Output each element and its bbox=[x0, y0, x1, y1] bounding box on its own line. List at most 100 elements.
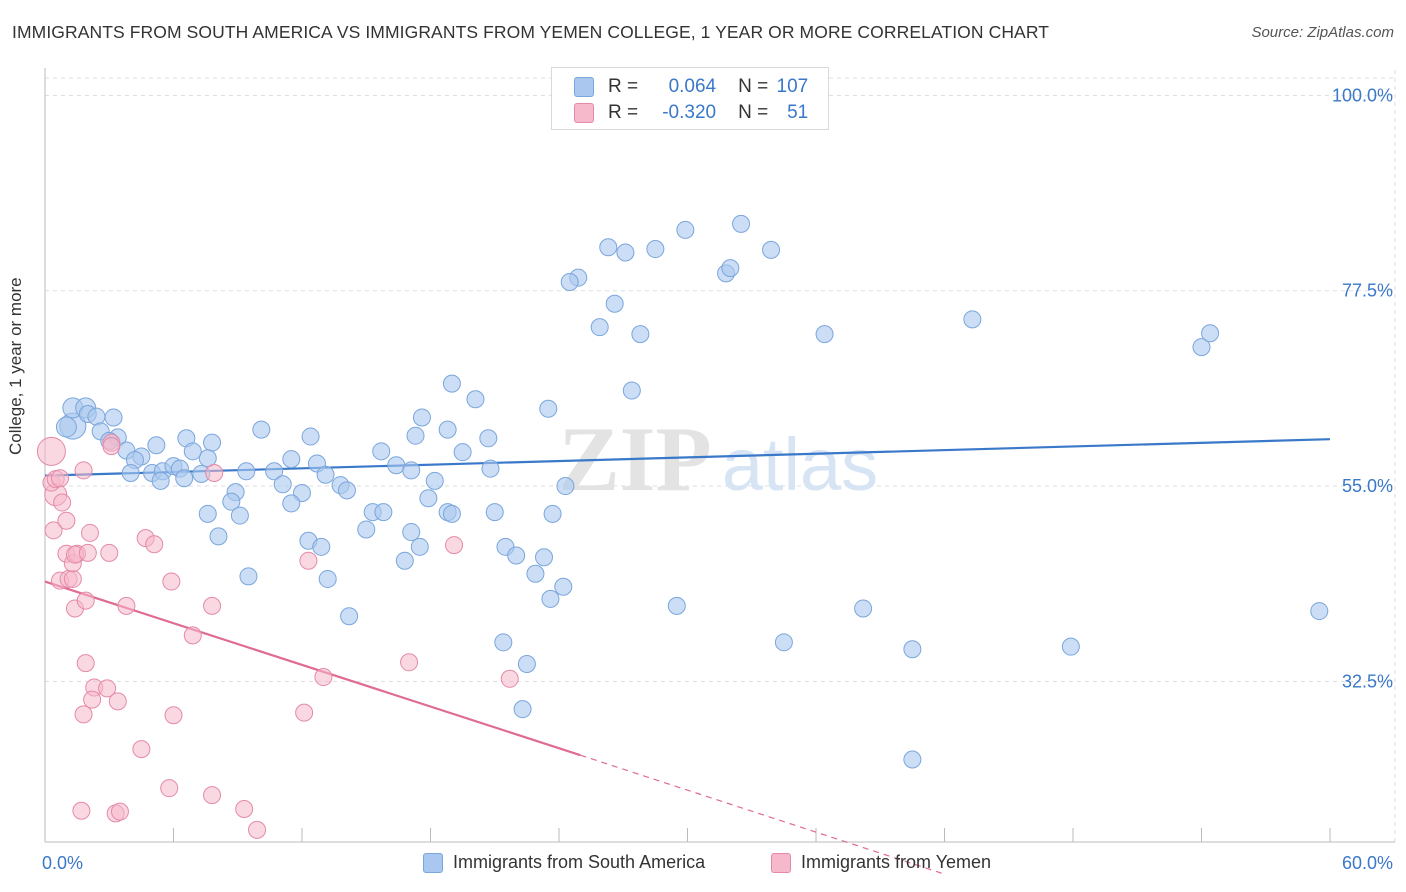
point-south-america bbox=[282, 450, 301, 469]
point-south-america bbox=[425, 471, 444, 490]
x-tick-label: 60.0% bbox=[1342, 853, 1393, 873]
legend-n-value: 107 bbox=[776, 76, 809, 97]
series-legend: Immigrants from South America Immigrants… bbox=[0, 852, 1406, 880]
point-south-america bbox=[198, 504, 217, 523]
correlation-legend: R = 0.064 N = 107 R = -0.320 N = 51 bbox=[551, 67, 829, 130]
legend-swatch-yemen bbox=[574, 103, 594, 123]
point-south-america bbox=[479, 429, 498, 448]
point-yemen bbox=[57, 511, 76, 530]
point-south-america bbox=[419, 489, 438, 508]
point-south-america bbox=[312, 537, 331, 556]
point-south-america bbox=[316, 465, 335, 484]
point-yemen bbox=[50, 469, 69, 488]
point-south-america bbox=[412, 408, 431, 427]
point-south-america bbox=[605, 294, 624, 313]
legend-r-label: R = bbox=[608, 102, 639, 123]
point-south-america bbox=[963, 310, 982, 329]
y-axis-title: College, 1 year or more bbox=[6, 277, 25, 455]
point-yemen bbox=[314, 668, 333, 687]
point-yemen bbox=[98, 679, 117, 698]
point-south-america bbox=[337, 481, 356, 500]
y-tick-label: 100.0% bbox=[1332, 85, 1393, 105]
point-south-america bbox=[374, 503, 393, 522]
point-south-america bbox=[732, 214, 751, 233]
series-south-america-points bbox=[55, 214, 1329, 769]
legend-item-yemen[interactable]: Immigrants from Yemen bbox=[771, 852, 991, 873]
point-yemen bbox=[100, 543, 119, 562]
legend-row-south-america: R = 0.064 N = 107 bbox=[574, 75, 808, 99]
point-south-america bbox=[387, 456, 406, 475]
point-south-america bbox=[230, 506, 249, 525]
trend-lines bbox=[44, 438, 1331, 875]
point-south-america bbox=[318, 569, 337, 588]
series-yemen-points bbox=[36, 433, 519, 839]
point-south-america bbox=[282, 494, 301, 513]
point-south-america bbox=[183, 442, 202, 461]
y-tick-label: 55.0% bbox=[1342, 476, 1393, 496]
point-yemen bbox=[299, 551, 318, 570]
watermark-atlas: atlas bbox=[722, 423, 878, 506]
point-south-america bbox=[442, 374, 461, 393]
point-yemen bbox=[145, 535, 164, 554]
point-south-america bbox=[406, 426, 425, 445]
point-south-america bbox=[721, 259, 740, 278]
point-south-america bbox=[854, 599, 873, 618]
point-south-america bbox=[526, 564, 545, 583]
trend-line-yemen bbox=[44, 580, 581, 757]
point-yemen bbox=[500, 669, 519, 688]
point-yemen bbox=[183, 626, 202, 645]
point-south-america bbox=[209, 527, 228, 546]
point-south-america bbox=[222, 492, 241, 511]
source-label: Source: ZipAtlas.com bbox=[1251, 24, 1394, 41]
axes bbox=[44, 68, 1395, 843]
point-south-america bbox=[203, 433, 222, 452]
point-yemen bbox=[102, 437, 121, 456]
point-yemen bbox=[295, 703, 314, 722]
point-yemen bbox=[78, 543, 97, 562]
point-south-america bbox=[1310, 602, 1329, 621]
point-yemen bbox=[76, 654, 95, 673]
legend-label-yemen: Immigrants from Yemen bbox=[801, 852, 992, 872]
legend-item-south-america[interactable]: Immigrants from South America bbox=[423, 852, 705, 873]
point-yemen bbox=[72, 801, 91, 820]
point-south-america bbox=[903, 750, 922, 769]
point-yemen bbox=[205, 464, 224, 483]
point-south-america bbox=[466, 390, 485, 409]
point-yemen bbox=[160, 779, 179, 798]
point-south-america bbox=[147, 436, 166, 455]
point-south-america bbox=[667, 596, 686, 615]
y-tick-label: 32.5% bbox=[1342, 671, 1393, 691]
point-south-america bbox=[815, 325, 834, 344]
point-south-america bbox=[55, 416, 77, 438]
point-south-america bbox=[175, 469, 194, 488]
point-south-america bbox=[616, 243, 635, 262]
point-south-america bbox=[494, 633, 513, 652]
point-south-america bbox=[543, 504, 562, 523]
point-south-america bbox=[395, 551, 414, 570]
point-south-america bbox=[410, 537, 429, 556]
point-yemen bbox=[235, 800, 254, 819]
point-south-america bbox=[539, 399, 558, 418]
point-south-america bbox=[265, 462, 284, 481]
point-yemen bbox=[108, 692, 127, 711]
legend-label-south-america: Immigrants from South America bbox=[453, 852, 706, 872]
legend-swatch-yemen bbox=[771, 852, 791, 873]
point-south-america bbox=[237, 462, 256, 481]
point-yemen bbox=[132, 740, 151, 759]
point-south-america bbox=[535, 548, 554, 567]
point-south-america bbox=[104, 408, 123, 427]
point-south-america bbox=[402, 523, 421, 542]
point-south-america bbox=[560, 273, 579, 292]
point-yemen bbox=[400, 653, 419, 672]
point-south-america bbox=[903, 640, 922, 659]
point-south-america bbox=[1061, 637, 1080, 656]
point-south-america bbox=[340, 607, 359, 626]
legend-r-value: -0.320 bbox=[662, 102, 717, 123]
legend-row-yemen: R = -0.320 N = 51 bbox=[574, 101, 808, 125]
point-south-america bbox=[453, 443, 472, 462]
point-yemen bbox=[76, 591, 95, 610]
legend-r-value: 0.064 bbox=[668, 76, 717, 97]
point-south-america bbox=[1201, 324, 1220, 343]
point-south-america bbox=[442, 504, 461, 523]
